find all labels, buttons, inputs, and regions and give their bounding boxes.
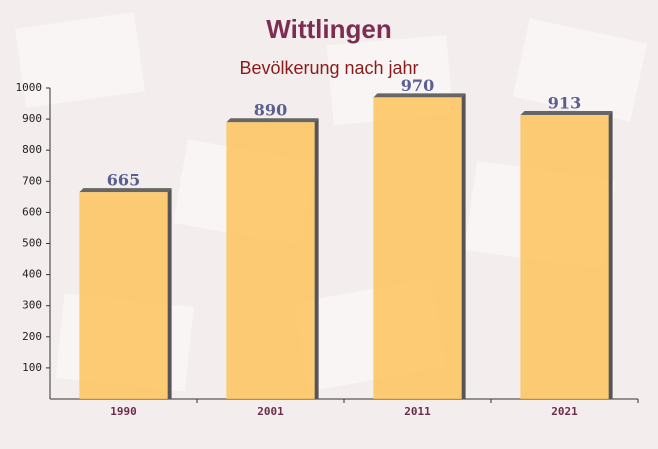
y-tick-label: 900 [22, 112, 42, 125]
bar-shadow [314, 118, 319, 400]
y-tick-label: 700 [22, 174, 42, 187]
y-tick-label: 800 [22, 143, 42, 156]
bar-shadow-top [520, 111, 613, 116]
y-tick-label: 200 [22, 330, 42, 343]
bar-shadow-top [79, 188, 172, 193]
bar [79, 192, 168, 399]
y-tick-label: 1000 [16, 81, 43, 94]
bar [520, 115, 609, 399]
x-tick-label: 2021 [551, 405, 578, 418]
value-label: 890 [254, 101, 287, 120]
bar-shadow [167, 188, 172, 399]
value-label: 913 [548, 94, 581, 113]
x-tick-label: 2001 [257, 405, 284, 418]
bar [373, 97, 462, 399]
x-tick-label: 1990 [110, 405, 137, 418]
x-tick-label: 2011 [404, 405, 431, 418]
bar-shadow [608, 111, 613, 399]
bar-shadow-top [373, 93, 466, 98]
chart-subtitle: Bevölkerung nach jahr [239, 58, 418, 78]
y-tick-label: 300 [22, 299, 42, 312]
value-label: 665 [107, 171, 140, 190]
y-tick-label: 400 [22, 268, 42, 281]
bar [226, 122, 315, 400]
y-tick-label: 600 [22, 205, 42, 218]
y-tick-label: 500 [22, 237, 42, 250]
bar-shadow-top [226, 118, 319, 123]
y-tick-label: 100 [22, 361, 42, 374]
value-label: 970 [401, 76, 434, 95]
chart-title: Wittlingen [266, 14, 391, 44]
bar-shadow [461, 93, 466, 399]
